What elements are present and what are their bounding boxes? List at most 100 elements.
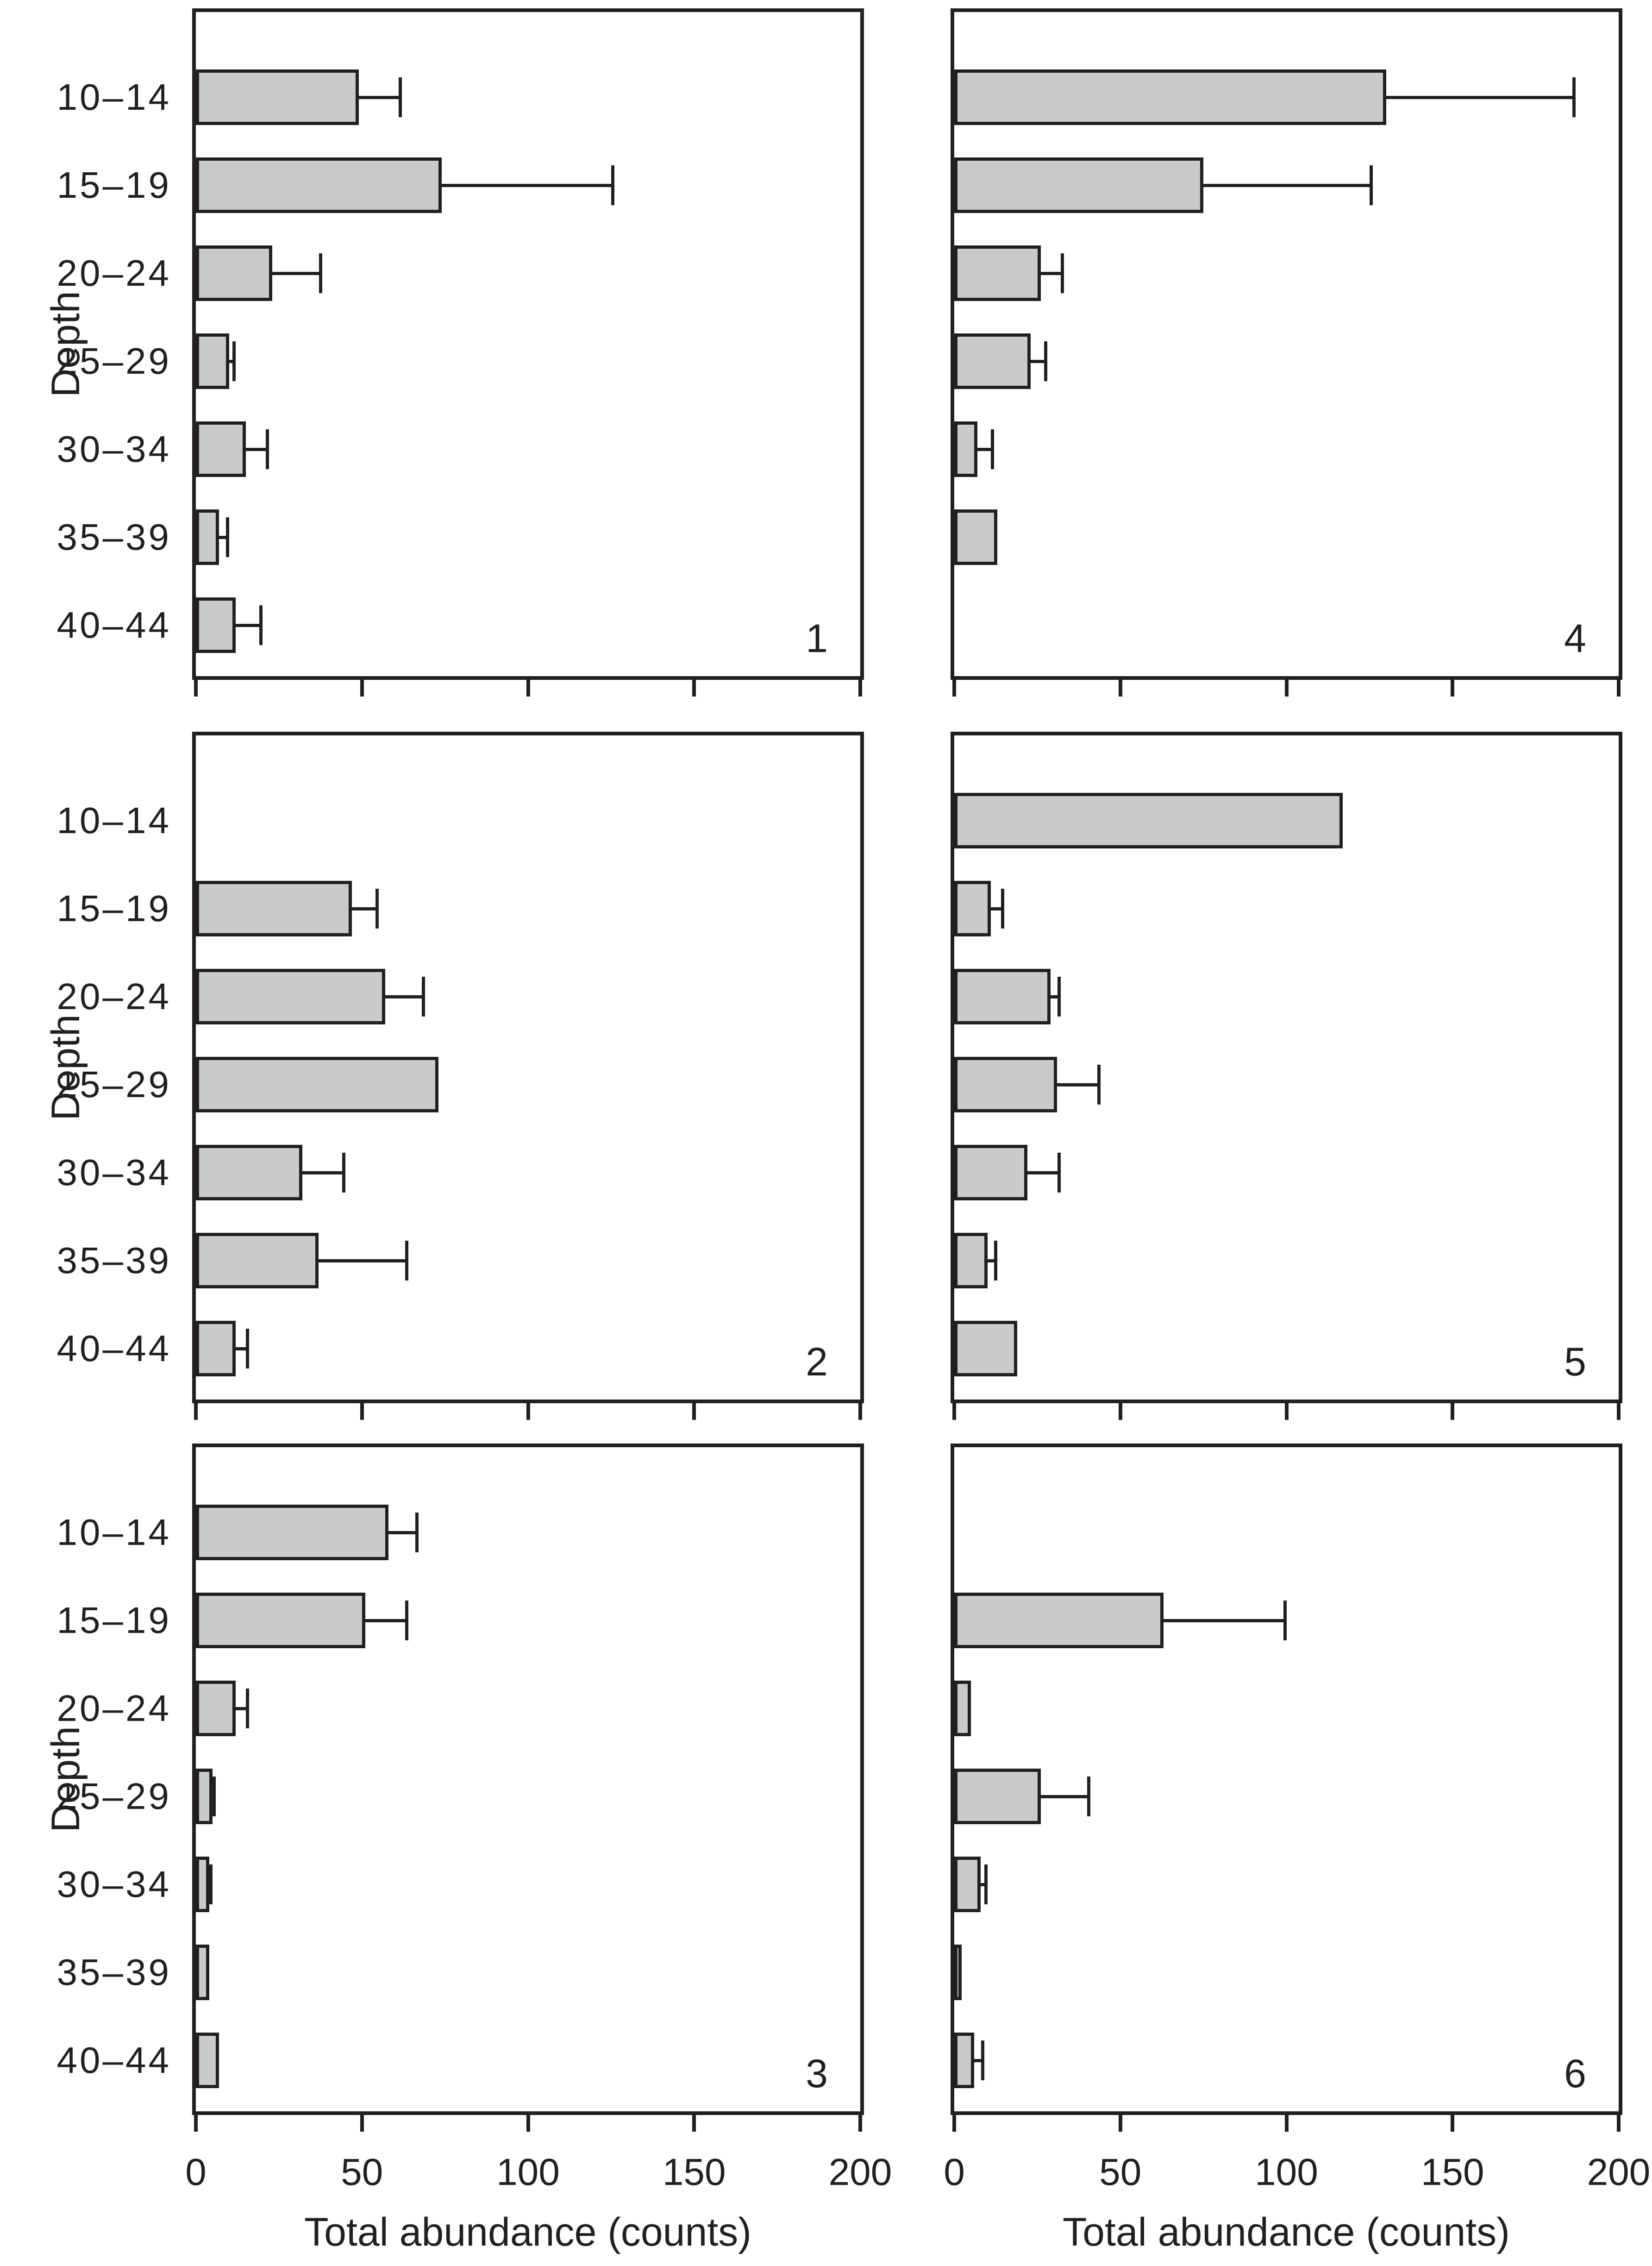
x-tick-label: 50 (341, 2151, 383, 2193)
bar-15–19 (196, 157, 442, 213)
x-axis-tick (194, 680, 198, 697)
y-tick-label: 20–24 (56, 1688, 171, 1729)
error-bar (1031, 360, 1047, 363)
panel-number: 2 (806, 1340, 828, 1384)
x-axis-tick (1118, 680, 1122, 697)
y-tick-label: 10–14 (56, 1512, 171, 1553)
bar-10–14 (954, 69, 1386, 125)
error-bar (977, 448, 995, 451)
error-bar-cap (213, 1776, 216, 1816)
x-axis-tick (194, 2115, 198, 2132)
x-axis-tick (526, 1403, 530, 1420)
x-axis-tick (1284, 680, 1289, 697)
error-bar (1203, 184, 1373, 187)
y-tick-label: 15–19 (56, 164, 171, 206)
bar-35–39 (196, 1945, 209, 2000)
error-bar-cap (1087, 1776, 1091, 1816)
bar-35–39 (954, 509, 998, 565)
error-bar (1040, 1795, 1091, 1798)
error-bar-cap (611, 165, 615, 205)
x-tick-label: 50 (1099, 2151, 1142, 2193)
y-tick-label: 25–29 (56, 1064, 171, 1105)
error-bar-cap (259, 605, 263, 645)
x-axis-tick (952, 680, 956, 697)
panel-number: 5 (1564, 1340, 1586, 1384)
error-bar-cap (232, 341, 236, 381)
y-tick-label: 10–14 (56, 800, 171, 841)
x-axis-tick (952, 2115, 956, 2132)
bar-40–44 (954, 1321, 1018, 1376)
bar-25–29 (196, 1769, 213, 1824)
x-axis-tick (858, 1403, 862, 1420)
bar-20–24 (196, 969, 385, 1024)
bar-30–34 (196, 421, 246, 477)
bar-15–19 (196, 881, 352, 936)
x-axis-tick (692, 680, 696, 697)
x-axis-tick (1617, 1403, 1621, 1420)
error-bar (1386, 96, 1576, 99)
bar-25–29 (196, 333, 229, 389)
error-bar-cap (981, 2040, 984, 2080)
error-bar (990, 907, 1004, 910)
y-tick-label: 20–24 (56, 976, 171, 1017)
bar-30–34 (954, 1145, 1027, 1200)
error-bar (1051, 995, 1061, 998)
error-bar-cap (245, 1329, 249, 1368)
x-axis-tick (1451, 2115, 1455, 2132)
bar-20–24 (954, 245, 1041, 301)
error-bar-cap (405, 1601, 409, 1640)
bar-10–14 (196, 1505, 389, 1560)
x-axis-tick (360, 1403, 364, 1420)
x-axis-tick (360, 2115, 364, 2132)
error-bar (236, 624, 263, 627)
y-tick-label: 35–39 (56, 1952, 171, 1993)
error-bar (352, 907, 379, 910)
x-axis-tick (526, 680, 530, 697)
bar-30–34 (196, 1145, 302, 1200)
error-bar-cap (1097, 1065, 1101, 1105)
y-tick-label: 20–24 (56, 252, 171, 294)
error-bar-cap (1572, 77, 1576, 117)
bar-15–19 (954, 157, 1204, 213)
bar-40–44 (196, 1321, 236, 1376)
bar-25–29 (954, 1769, 1041, 1824)
y-tick-label: 35–39 (56, 1240, 171, 1281)
x-axis-tick (526, 2115, 530, 2132)
error-bar (302, 1171, 345, 1174)
panel-6: 6 (951, 1444, 1622, 2132)
panel-1: 1 (192, 8, 864, 697)
error-bar (1057, 1083, 1101, 1086)
bar-15–19 (954, 1593, 1164, 1648)
panel-2: 2 (192, 732, 864, 1420)
error-bar-cap (1044, 341, 1047, 381)
error-bar-cap (375, 889, 379, 929)
bar-35–39 (196, 509, 219, 565)
error-bar (981, 1883, 988, 1886)
x-axis-tick (952, 1403, 956, 1420)
bar-20–24 (196, 1681, 236, 1736)
x-tick-label: 150 (1420, 2151, 1484, 2193)
error-bar-cap (342, 1153, 345, 1193)
bar-15–19 (196, 1593, 365, 1648)
x-axis-tick (1118, 2115, 1122, 2132)
y-tick-label: 30–34 (56, 428, 171, 470)
x-axis-tick (1617, 680, 1621, 697)
x-axis-tick (858, 2115, 862, 2132)
error-bar (319, 1259, 409, 1262)
y-tick-label: 25–29 (56, 340, 171, 382)
error-bar-cap (1283, 1601, 1287, 1640)
x-axis-tick (692, 1403, 696, 1420)
x-tick-label: 200 (1587, 2151, 1651, 2193)
error-bar-cap (1001, 889, 1004, 929)
bar-40–44 (954, 2033, 975, 2088)
error-bar (388, 1531, 419, 1534)
bar-30–34 (954, 421, 978, 477)
error-bar (1027, 1171, 1061, 1174)
error-bar (365, 1619, 409, 1622)
y-tick-label: 25–29 (56, 1776, 171, 1817)
error-bar (441, 184, 615, 187)
error-bar (245, 448, 269, 451)
y-tick-label: 15–19 (56, 888, 171, 929)
bar-20–24 (954, 1681, 971, 1736)
